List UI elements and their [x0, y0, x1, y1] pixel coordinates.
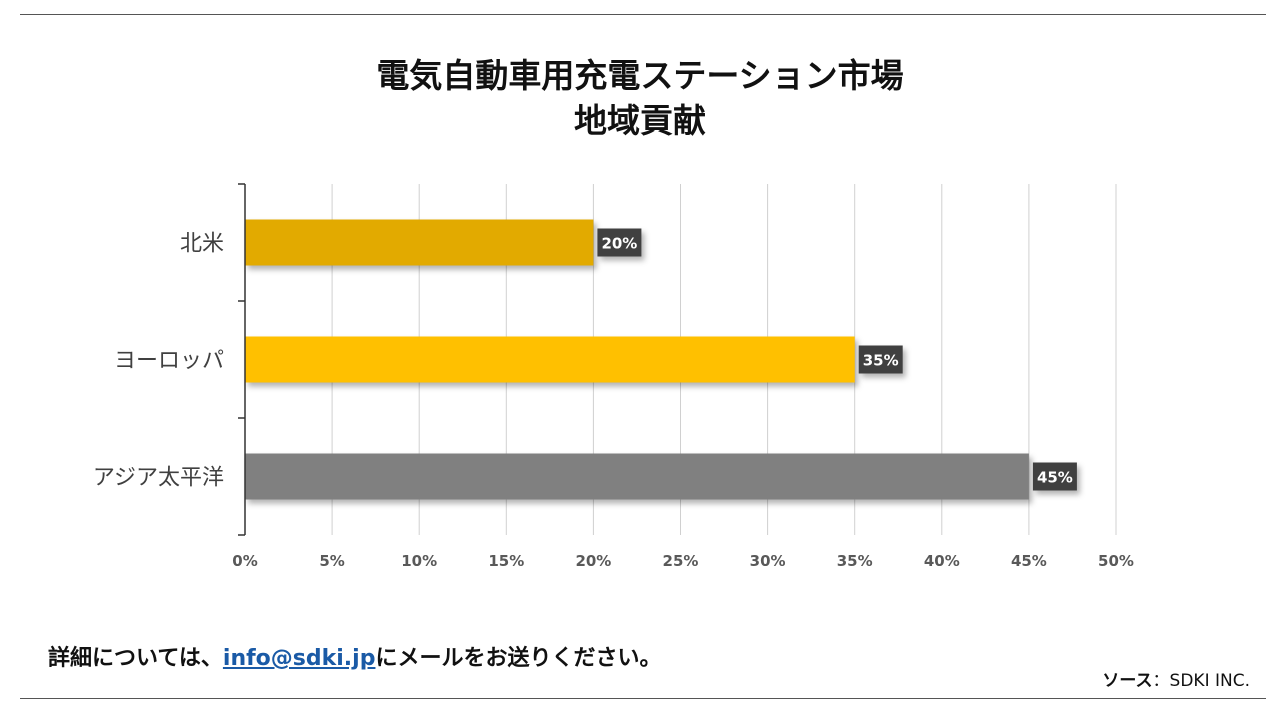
x-tick-label-7: 35% [837, 552, 873, 570]
bar-2 [245, 453, 1029, 500]
source-value: ：SDKI INC. [1152, 671, 1250, 691]
data-label-2: 45% [1037, 469, 1073, 487]
data-label-0: 20% [601, 235, 637, 253]
contact-email-link[interactable]: info@sdki.jp [222, 646, 376, 671]
source-note: ソース：SDKI INC. [1102, 666, 1250, 691]
x-tick-label-10: 50% [1098, 552, 1134, 570]
x-tick-label-5: 25% [663, 552, 699, 570]
chart-title-line-1: 電気自動車用充電ステーション市場 [376, 56, 904, 95]
x-tick-label-0: 0% [232, 552, 257, 570]
data-label-box-2 [1032, 462, 1077, 491]
data-label-box-0 [597, 228, 642, 257]
x-tick-label-9: 45% [1011, 552, 1047, 570]
data-label-box-1 [858, 345, 903, 374]
bar-1 [245, 336, 855, 383]
data-label-1: 35% [863, 352, 899, 370]
x-tick-label-8: 40% [924, 552, 960, 570]
bottom-rule [20, 698, 1266, 699]
chart-title-line-2: 地域貢献 [574, 101, 706, 140]
x-tick-label-6: 30% [750, 552, 786, 570]
x-tick-label-1: 5% [319, 552, 344, 570]
bar-0 [245, 219, 594, 266]
x-tick-label-4: 20% [575, 552, 611, 570]
category-label-0: 北米 [180, 232, 224, 257]
category-label-2: アジア太平洋 [93, 466, 224, 491]
top-rule [20, 14, 1266, 15]
contact-prefix: 詳細については、 [48, 646, 223, 671]
contact-suffix: にメールをお送りください。 [375, 646, 662, 671]
x-tick-label-3: 15% [488, 552, 524, 570]
source-label: ソース [1102, 671, 1153, 691]
x-tick-label-2: 10% [401, 552, 437, 570]
category-label-1: ヨーロッパ [114, 349, 224, 374]
contact-text: 詳細については、info@sdki.jpにメールをお送りください。 [48, 640, 661, 672]
